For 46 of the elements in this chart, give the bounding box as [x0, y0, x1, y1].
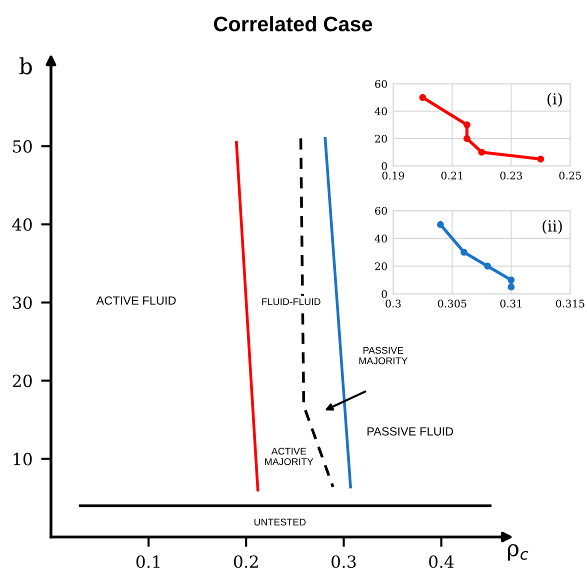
x-tick-label: 0.31 [500, 300, 522, 308]
point [436, 221, 444, 228]
point [537, 156, 544, 163]
annotation: (ii) [542, 220, 562, 234]
point [419, 94, 426, 101]
x-tick-label: 0.2 [234, 555, 258, 568]
annotation: (i) [548, 92, 562, 107]
y-tick-label: 60 [375, 206, 387, 215]
point [508, 276, 515, 284]
y-tick-label: 10 [14, 452, 32, 466]
y-tick-label: 0 [382, 290, 387, 298]
x-axis-title: ρ$_{c}$ [508, 544, 528, 561]
y-tick-label: 40 [374, 107, 387, 116]
y-tick-label: 20 [12, 374, 32, 388]
y-tick-label: 20 [375, 134, 387, 143]
x-tick-label: 0.3 [332, 555, 356, 568]
x-tick-label: 0.3 [386, 300, 401, 308]
y-tick-label: 20 [375, 262, 387, 270]
y-tick-label: 40 [374, 234, 387, 243]
annotation: FLUID-FLUID [262, 298, 320, 306]
x-tick-label: 0.23 [500, 172, 522, 180]
x-tick-label: 0.315 [556, 300, 584, 308]
point [508, 283, 515, 290]
y-axis-title: b [19, 57, 32, 74]
point [463, 135, 470, 142]
x-tick-label: 0.1 [136, 555, 160, 568]
annotation: PASSIVE MAJORITY [359, 346, 408, 364]
x-tick-label: 0.25 [559, 172, 581, 180]
x-tick-label: 0.19 [382, 172, 404, 180]
point [484, 262, 492, 270]
point [460, 248, 468, 256]
y-tick-label: 30 [12, 296, 32, 310]
x-tick-label: 0.305 [438, 300, 466, 308]
y-tick-label: 50 [13, 140, 32, 153]
y-tick-label: 60 [375, 80, 387, 88]
annotation: UNTESTED [254, 518, 306, 526]
x-tick-label: 0.4 [429, 555, 454, 568]
point [463, 121, 470, 128]
annotation: PASSIVE FLUID [368, 427, 454, 436]
annotation: ACTIVE FLUID [96, 296, 176, 305]
x-tick-label: 0.21 [441, 172, 462, 180]
y-tick-label: 0 [382, 162, 387, 170]
annotation: ACTIVE MAJORITY [265, 448, 314, 466]
point [478, 148, 486, 156]
y-tick-label: 40 [12, 218, 32, 231]
chart-title: Correlated Case [214, 16, 372, 32]
